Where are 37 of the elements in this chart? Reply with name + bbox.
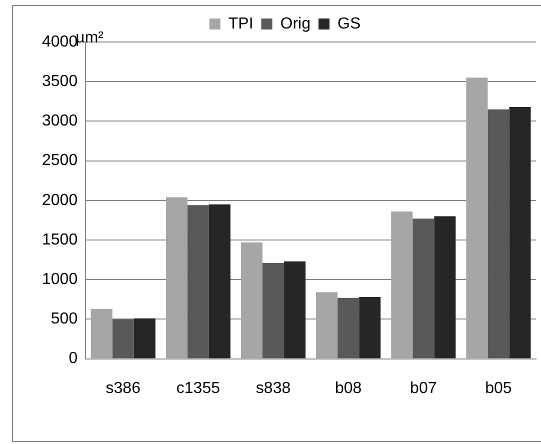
x-tick-label: b05	[485, 380, 512, 397]
y-tick-label: 4000	[42, 33, 78, 50]
x-tick-label: c1355	[176, 380, 220, 397]
bar	[262, 262, 284, 358]
y-tick-label: 500	[50, 310, 78, 328]
bar	[284, 261, 306, 358]
bar	[208, 204, 230, 358]
y-tick-label: 1500	[42, 231, 78, 248]
y-tick-label: 2000	[42, 192, 78, 209]
y-tick-label: 3500	[42, 73, 78, 90]
x-tick-label: s838	[256, 380, 291, 397]
y-tick-label: 2500	[42, 152, 78, 170]
bar	[466, 78, 488, 358]
bar	[316, 292, 338, 358]
y-tick-label: 0	[68, 350, 78, 368]
legend-label: GS	[338, 15, 361, 32]
bar	[509, 106, 531, 358]
bar	[240, 242, 263, 358]
legend-label: Orig	[280, 15, 311, 32]
y-tick-label: 1000	[42, 271, 78, 288]
bar	[90, 308, 112, 358]
x-tick-label: b08	[334, 380, 362, 397]
bar	[434, 216, 456, 358]
y-tick-label: 3000	[42, 112, 78, 130]
bar	[112, 319, 134, 358]
bar	[166, 197, 188, 358]
legend-label: TPI	[228, 15, 254, 32]
y-axis-title: µm²	[76, 29, 104, 46]
bar	[134, 318, 156, 358]
x-tick-label: s386	[106, 380, 141, 397]
x-tick-label: b07	[410, 380, 437, 397]
bar	[412, 218, 434, 358]
bar	[359, 297, 381, 358]
bar	[391, 211, 413, 358]
bar	[488, 109, 510, 358]
bar	[338, 298, 360, 358]
bar	[187, 205, 209, 358]
